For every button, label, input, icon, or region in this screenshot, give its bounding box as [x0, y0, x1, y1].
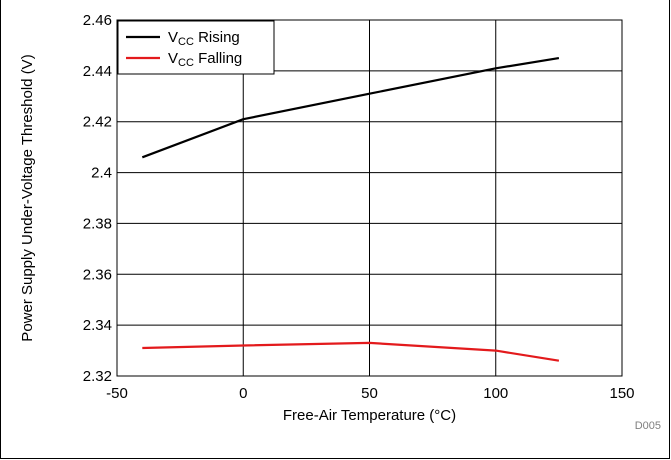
x-tick-label: 50 — [361, 385, 378, 402]
x-tick-label: 150 — [609, 385, 634, 402]
y-tick-label: 2.38 — [83, 215, 112, 232]
plot-area — [116, 19, 623, 377]
x-tick-label: 100 — [483, 385, 508, 402]
figure-id-annotation: D005 — [635, 420, 661, 432]
y-tick-labels: 2.32 2.34 2.36 2.38 2.4 2.42 2.44 2.46 — [83, 12, 112, 385]
legend-box — [117, 20, 275, 75]
x-axis-label: Free-Air Temperature (°C) — [283, 407, 456, 424]
series-line — [141, 57, 560, 159]
y-tick-label: 2.46 — [83, 12, 112, 29]
y-tick-label: 2.42 — [83, 114, 112, 131]
y-tick-label: 2.32 — [83, 368, 112, 385]
y-tick-label: 2.36 — [83, 266, 112, 283]
y-axis-label: Power Supply Under-Voltage Threshold (V) — [19, 54, 36, 341]
legend-label: VCC Falling — [168, 50, 242, 69]
series-lines — [141, 57, 560, 362]
legend-label: VCC Rising — [168, 29, 240, 48]
y-tick-label: 2.4 — [91, 165, 112, 182]
series-line — [142, 341, 560, 362]
legend: VCC Rising VCC Falling — [117, 20, 275, 75]
y-tick-label: 2.34 — [83, 317, 112, 334]
x-tick-label: -50 — [106, 385, 128, 402]
x-tick-labels: -50 0 50 100 150 — [106, 385, 634, 402]
y-tick-label: 2.44 — [83, 63, 112, 80]
x-tick-label: 0 — [239, 385, 247, 402]
